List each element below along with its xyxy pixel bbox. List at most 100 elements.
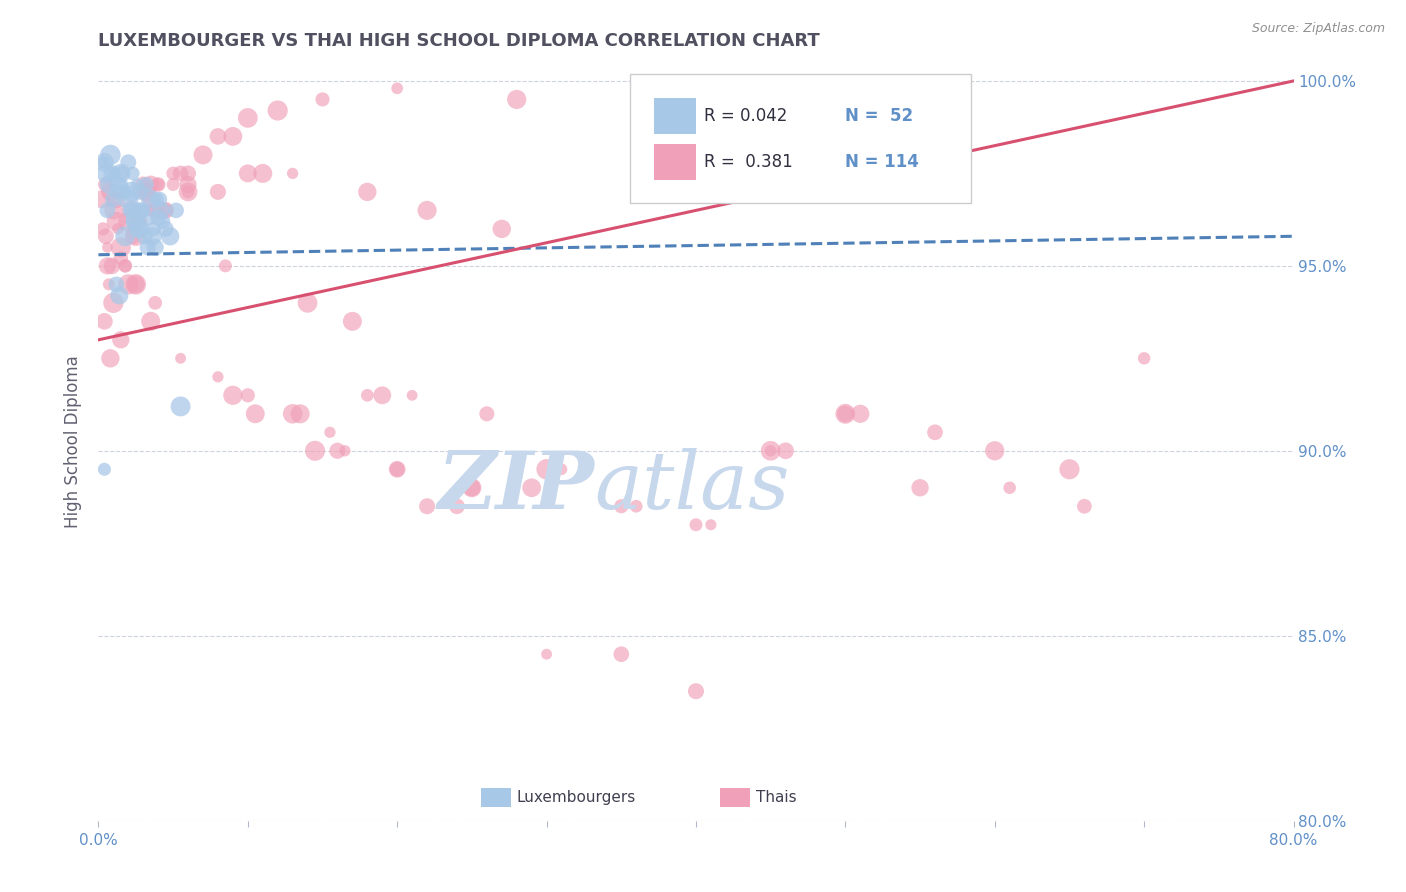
- Point: [127, 203, 149, 218]
- Point: [107, 222, 129, 236]
- Point: [356, 388, 378, 402]
- Point: [114, 259, 136, 273]
- Point: [101, 166, 124, 180]
- Point: [416, 500, 439, 514]
- Point: [162, 166, 184, 180]
- Point: [169, 400, 191, 414]
- Point: [98, 351, 122, 366]
- Point: [117, 214, 139, 228]
- Point: [149, 192, 172, 206]
- Point: [288, 407, 311, 421]
- Point: [759, 443, 782, 458]
- Point: [162, 178, 184, 192]
- Point: [121, 229, 143, 244]
- Point: [165, 203, 187, 218]
- Point: [685, 517, 707, 532]
- Point: [908, 481, 931, 495]
- Point: [132, 185, 155, 199]
- Point: [446, 500, 468, 514]
- Bar: [654, 98, 696, 135]
- Point: [236, 111, 259, 125]
- Point: [103, 203, 125, 218]
- Point: [110, 240, 132, 254]
- Point: [311, 92, 333, 106]
- Point: [998, 481, 1021, 495]
- Point: [97, 178, 120, 192]
- Point: [96, 240, 118, 254]
- Point: [134, 229, 156, 244]
- Point: [148, 178, 170, 192]
- Point: [304, 443, 326, 458]
- Point: [177, 178, 200, 192]
- Point: [139, 192, 162, 206]
- Point: [93, 462, 115, 476]
- Point: [110, 166, 132, 180]
- Point: [125, 229, 148, 244]
- Point: [105, 277, 128, 292]
- Point: [550, 462, 572, 476]
- Text: N = 114: N = 114: [845, 153, 920, 170]
- Bar: [654, 144, 696, 180]
- Point: [461, 481, 484, 495]
- Point: [115, 185, 138, 199]
- Point: [177, 166, 200, 180]
- Text: LUXEMBOURGER VS THAI HIGH SCHOOL DIPLOMA CORRELATION CHART: LUXEMBOURGER VS THAI HIGH SCHOOL DIPLOMA…: [98, 32, 820, 50]
- Bar: [481, 788, 510, 807]
- Text: Thais: Thais: [756, 790, 796, 805]
- Point: [143, 203, 166, 218]
- Point: [214, 259, 236, 273]
- Point: [475, 407, 498, 421]
- Point: [152, 214, 174, 228]
- Point: [111, 178, 134, 192]
- Point: [114, 229, 136, 244]
- Point: [93, 155, 115, 169]
- Point: [385, 462, 409, 476]
- Text: Luxembourgers: Luxembourgers: [517, 790, 636, 805]
- Point: [1133, 351, 1156, 366]
- Point: [169, 351, 191, 366]
- Point: [461, 481, 484, 495]
- Point: [104, 166, 127, 180]
- Point: [849, 407, 872, 421]
- Point: [120, 203, 142, 218]
- Point: [610, 647, 633, 661]
- Point: [385, 462, 409, 476]
- Point: [118, 203, 141, 218]
- Point: [150, 203, 173, 218]
- Point: [155, 203, 177, 218]
- Point: [135, 185, 157, 199]
- Point: [356, 185, 378, 199]
- Point: [129, 185, 152, 199]
- Point: [128, 222, 150, 236]
- Point: [90, 192, 112, 206]
- Point: [326, 443, 349, 458]
- Point: [139, 203, 162, 218]
- Point: [112, 185, 135, 199]
- Point: [333, 443, 356, 458]
- Point: [155, 222, 177, 236]
- Point: [103, 192, 125, 206]
- Bar: [720, 788, 749, 807]
- Point: [401, 388, 423, 402]
- Point: [222, 129, 245, 144]
- Point: [191, 148, 214, 162]
- Text: atlas: atlas: [595, 449, 790, 525]
- Point: [834, 407, 856, 421]
- Point: [138, 211, 160, 225]
- Point: [143, 296, 166, 310]
- Point: [124, 214, 146, 228]
- Point: [155, 203, 177, 218]
- Point: [110, 252, 132, 266]
- Point: [506, 92, 529, 106]
- Point: [491, 222, 513, 236]
- Point: [342, 314, 364, 328]
- Point: [125, 214, 148, 228]
- Point: [107, 178, 129, 192]
- Point: [145, 192, 167, 206]
- Point: [1073, 500, 1095, 514]
- Point: [94, 166, 117, 180]
- Point: [610, 500, 633, 514]
- Point: [1059, 462, 1081, 476]
- Point: [834, 407, 856, 421]
- Point: [297, 296, 319, 310]
